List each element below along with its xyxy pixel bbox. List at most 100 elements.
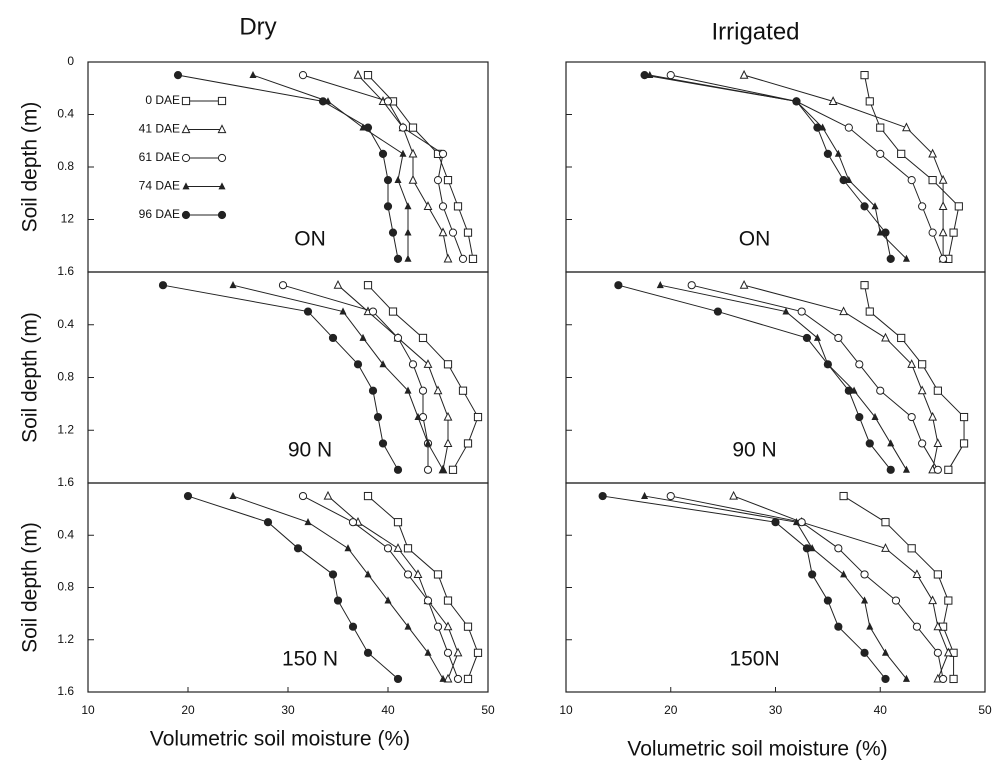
data-point: [463, 439, 473, 448]
x-tick-label: 10: [559, 703, 573, 717]
data-point: [918, 360, 927, 369]
data-point: [418, 333, 428, 343]
y-tick-label: 1.6: [57, 475, 74, 489]
data-point: [439, 465, 447, 473]
y-tick-label: 1.6: [57, 684, 74, 698]
data-point: [792, 518, 800, 526]
data-point: [823, 596, 832, 605]
data-point: [802, 544, 812, 553]
data-point: [902, 122, 911, 132]
data-point: [897, 333, 906, 343]
data-point: [839, 306, 848, 316]
data-point: [473, 412, 483, 422]
data-point: [348, 518, 358, 527]
data-point: [433, 385, 443, 395]
data-point: [303, 307, 313, 316]
data-point: [876, 386, 885, 395]
data-point: [865, 307, 874, 316]
data-point: [823, 360, 832, 369]
legend-marker: [182, 182, 190, 190]
data-point: [408, 148, 418, 158]
data-point: [433, 176, 443, 185]
legend-marker: [217, 96, 227, 106]
data-point: [463, 674, 473, 684]
data-point: [881, 674, 890, 684]
data-point: [881, 518, 890, 527]
data-point: [383, 202, 393, 211]
data-point: [378, 149, 388, 158]
legend-marker: [217, 124, 227, 134]
data-point: [348, 622, 358, 631]
data-point: [403, 544, 413, 553]
data-point: [855, 360, 864, 369]
data-point: [876, 149, 885, 158]
data-point: [453, 202, 463, 211]
series-line: [302, 74, 464, 260]
data-point: [473, 648, 483, 657]
series-line: [367, 495, 479, 680]
data-point: [363, 491, 373, 501]
data-point: [383, 544, 393, 553]
data-point: [860, 648, 869, 657]
series-line: [187, 495, 399, 680]
panel-label: 150N: [729, 648, 779, 671]
x-tick-label: 30: [281, 703, 295, 717]
data-point: [404, 622, 412, 630]
data-point: [438, 149, 448, 158]
y-tick-label: 0.4: [57, 317, 74, 331]
data-point: [458, 386, 468, 395]
data-point: [844, 386, 853, 395]
column-title: Dry: [239, 13, 276, 40]
data-point: [404, 228, 412, 236]
series-line: [232, 284, 444, 471]
y-tick-label: 0.4: [57, 527, 74, 541]
data-point: [933, 386, 942, 395]
x-tick-label: 30: [769, 703, 783, 717]
series-line: [733, 495, 949, 680]
data-point: [158, 281, 168, 290]
data-point: [423, 359, 433, 368]
data-point: [388, 228, 398, 237]
data-point: [448, 228, 458, 237]
data-point: [666, 71, 675, 80]
series-line: [618, 284, 892, 471]
data-point: [959, 439, 969, 448]
data-point: [333, 596, 343, 605]
data-point: [278, 281, 288, 290]
data-point: [373, 412, 383, 422]
data-point: [834, 544, 843, 553]
series-line: [843, 495, 955, 679]
data-point: [394, 175, 402, 184]
data-point: [323, 490, 333, 500]
data-point: [887, 439, 895, 447]
column-title: Irrigated: [711, 18, 799, 45]
data-point: [438, 202, 448, 211]
data-point: [839, 176, 848, 185]
data-point: [954, 202, 963, 211]
series-line: [670, 74, 944, 260]
data-point: [928, 595, 938, 605]
y-tick-label: 0.8: [57, 580, 74, 594]
series-line: [367, 74, 474, 259]
data-point: [797, 307, 806, 316]
data-point: [453, 674, 463, 684]
data-point: [739, 69, 749, 79]
legend-marker: [217, 210, 227, 220]
data-point: [388, 307, 398, 316]
data-point: [959, 412, 969, 422]
data-point: [393, 333, 403, 343]
data-point: [463, 228, 473, 237]
data-point: [641, 491, 649, 499]
data-point: [907, 412, 916, 422]
data-point: [404, 202, 412, 210]
y-axis-label: Soil depth (m): [19, 522, 42, 653]
data-point: [834, 149, 842, 157]
data-point: [871, 202, 879, 210]
data-point: [229, 281, 237, 289]
data-point: [353, 360, 363, 369]
y-axis-label: Soil depth (m): [19, 312, 42, 443]
data-point: [443, 621, 453, 631]
data-point: [393, 465, 403, 474]
data-point: [614, 281, 623, 290]
data-point: [939, 254, 948, 263]
